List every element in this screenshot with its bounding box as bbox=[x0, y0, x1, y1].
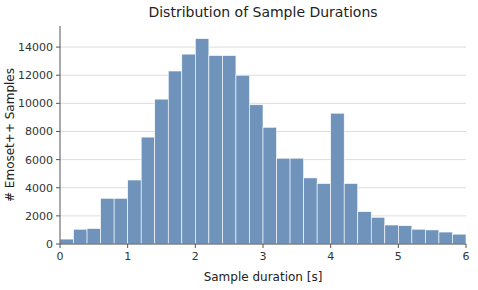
grid-line bbox=[60, 47, 466, 48]
grid-line bbox=[60, 75, 466, 76]
bar bbox=[74, 229, 88, 244]
y-tick-label: 2000 bbox=[25, 210, 53, 223]
x-tick-label: 5 bbox=[395, 250, 402, 263]
y-axis-label: # Emoset++ Samples bbox=[3, 68, 17, 202]
y-tick bbox=[56, 215, 60, 216]
bar bbox=[87, 229, 101, 244]
x-tick-label: 6 bbox=[463, 250, 470, 263]
bar bbox=[371, 217, 385, 244]
bars bbox=[60, 39, 466, 244]
bar bbox=[277, 158, 291, 244]
bar bbox=[101, 198, 115, 244]
grid-line bbox=[60, 103, 466, 104]
bar bbox=[439, 232, 453, 244]
title: Distribution of Sample Durations bbox=[148, 4, 377, 20]
bar bbox=[358, 212, 372, 244]
y-tick-label: 14000 bbox=[18, 41, 53, 54]
bar bbox=[304, 178, 318, 244]
y-tick bbox=[56, 75, 60, 76]
bar bbox=[155, 99, 169, 244]
x-axis-label: Sample duration [s] bbox=[204, 270, 323, 284]
bar bbox=[425, 230, 439, 244]
x-tick-label: 3 bbox=[260, 250, 267, 263]
x-tick bbox=[330, 244, 331, 248]
bar bbox=[317, 184, 331, 244]
y-tick bbox=[56, 187, 60, 188]
y-tick-label: 6000 bbox=[25, 154, 53, 167]
bar bbox=[385, 225, 399, 244]
x-tick bbox=[60, 244, 61, 248]
x-tick bbox=[195, 244, 196, 248]
bar bbox=[412, 229, 426, 244]
bar bbox=[209, 56, 223, 244]
y-tick bbox=[56, 131, 60, 132]
bar bbox=[249, 105, 263, 244]
x-tick-label: 4 bbox=[327, 250, 334, 263]
bar bbox=[195, 39, 209, 244]
bar bbox=[452, 234, 466, 244]
y-tick bbox=[56, 159, 60, 160]
y-tick-label: 12000 bbox=[18, 69, 53, 82]
y-tick bbox=[56, 47, 60, 48]
bar bbox=[236, 75, 250, 244]
y-axis bbox=[60, 26, 61, 244]
bar bbox=[141, 137, 155, 244]
bar bbox=[128, 180, 142, 244]
x-tick-label: 2 bbox=[192, 250, 199, 263]
bar bbox=[263, 127, 277, 244]
bar bbox=[114, 198, 128, 244]
grid bbox=[60, 47, 466, 244]
y-tick-label: 4000 bbox=[25, 182, 53, 195]
bar bbox=[290, 158, 304, 244]
x-tick bbox=[466, 244, 467, 248]
bar bbox=[222, 56, 236, 244]
x-tick bbox=[398, 244, 399, 248]
x-tick-label: 1 bbox=[124, 250, 131, 263]
chart: 0 2000 4000 6000 8000 10000 12000 14000 0 1 2 3 4 5 6 D… bbox=[0, 0, 478, 290]
x-tick bbox=[263, 244, 264, 248]
bar bbox=[168, 71, 182, 244]
y-tick-label: 8000 bbox=[25, 125, 53, 138]
y-tick bbox=[56, 103, 60, 104]
bar bbox=[182, 54, 196, 244]
bar bbox=[344, 184, 358, 244]
x-tick-label: 0 bbox=[57, 250, 64, 263]
bar bbox=[60, 239, 74, 244]
y-tick-label: 0 bbox=[46, 238, 53, 251]
y-tick-label: 10000 bbox=[18, 97, 53, 110]
y-tick bbox=[56, 244, 60, 245]
bar bbox=[398, 226, 412, 244]
bar bbox=[331, 113, 345, 244]
x-tick bbox=[127, 244, 128, 248]
